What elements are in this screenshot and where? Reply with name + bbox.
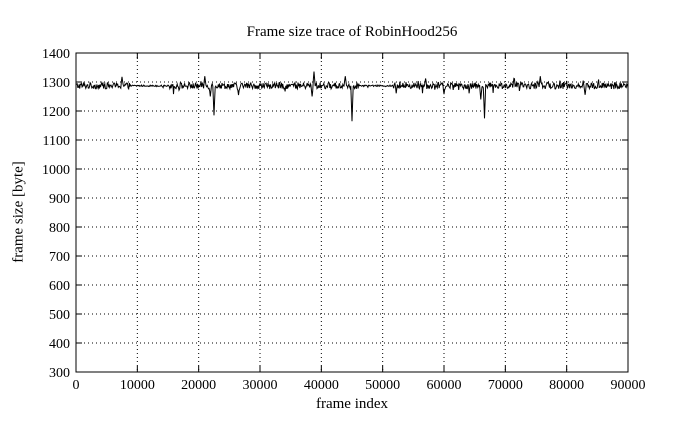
y-tick-label: 1100: [43, 134, 70, 149]
plot-border: [75, 52, 629, 373]
x-tick-label: 0: [73, 378, 80, 393]
y-tick-label: 1400: [42, 47, 70, 62]
x-tick-label: 50000: [365, 378, 400, 393]
y-tick-label: 700: [49, 250, 70, 265]
x-tick-label: 80000: [549, 378, 584, 393]
x-tick-label: 10000: [120, 378, 155, 393]
x-tick-label: 70000: [488, 378, 523, 393]
y-tick-label: 1300: [42, 76, 70, 91]
x-tick-label: 40000: [304, 378, 339, 393]
y-tick-label: 800: [49, 221, 70, 236]
x-tick-label: 60000: [427, 378, 462, 393]
y-tick-label: 600: [49, 279, 70, 294]
x-tick-label: 90000: [611, 378, 646, 393]
y-tick-label: 1000: [42, 163, 70, 178]
x-axis-label: frame index: [315, 396, 389, 412]
x-tick-label: 30000: [243, 378, 278, 393]
y-tick-label: 500: [49, 308, 70, 323]
y-tick-label: 400: [49, 337, 70, 352]
y-tick-label: 900: [49, 192, 70, 207]
x-tick-label: 20000: [181, 378, 216, 393]
chart-title: Frame size trace of RobinHood256: [246, 24, 458, 40]
y-tick-label: 300: [49, 366, 70, 381]
data-series-line: [76, 71, 628, 364]
y-tick-label: 1200: [42, 105, 70, 120]
